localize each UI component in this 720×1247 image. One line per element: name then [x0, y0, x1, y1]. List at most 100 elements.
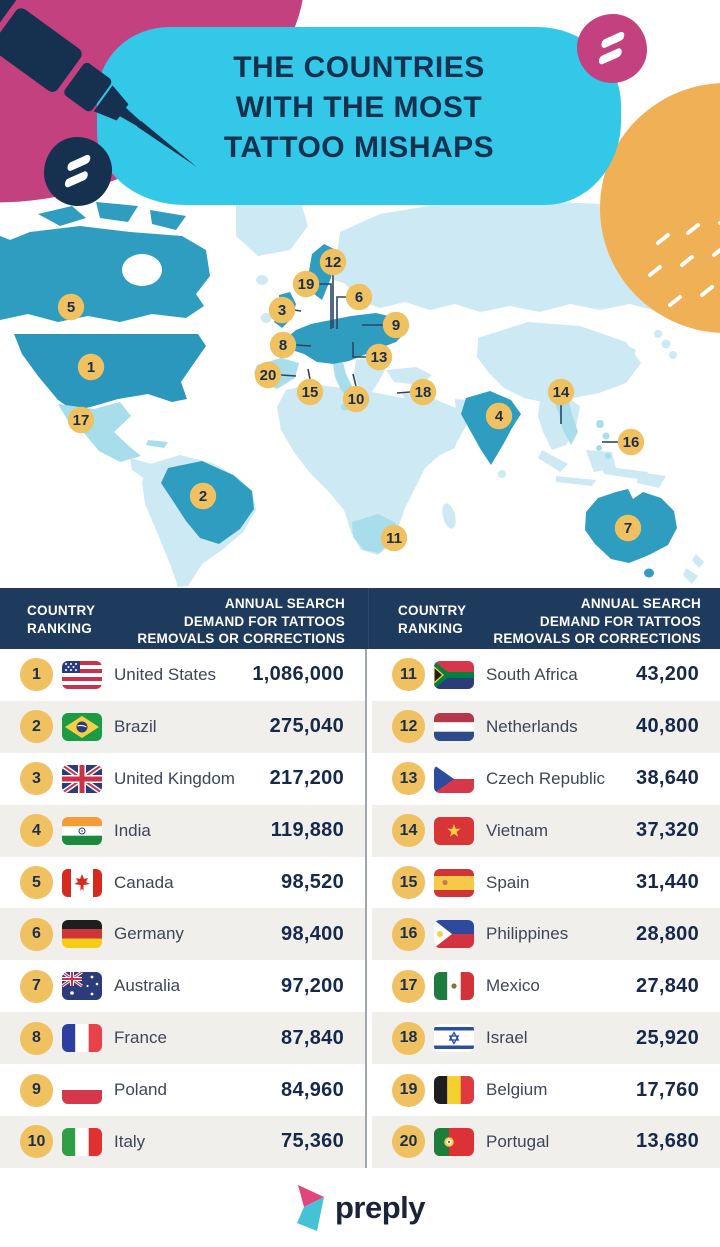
- flag-icon: [62, 660, 102, 689]
- map-marker-number: 4: [495, 408, 504, 425]
- table-row: 3 United Kingdom 217,200: [0, 753, 365, 805]
- rank-badge: 3: [20, 762, 53, 796]
- flag-icon: [62, 1127, 102, 1156]
- marker-connector: [295, 344, 312, 347]
- map-marker-number: 8: [279, 337, 287, 354]
- search-demand-value: 217,200: [269, 767, 344, 790]
- table-row: 10 Italy 75,360: [0, 1116, 365, 1168]
- ranking-column-left: 1 United States 1,086,000 2 Brazil 275,0…: [0, 649, 365, 1168]
- table-row: 11 South Africa 43,200: [372, 649, 720, 701]
- rank-badge: 4: [20, 814, 53, 848]
- map-marker-number: 20: [260, 367, 277, 384]
- country-label: Mexico: [486, 976, 540, 996]
- map-marker: [547, 378, 575, 406]
- footer: preply: [0, 1168, 720, 1247]
- map-marker: [77, 353, 105, 381]
- rank-badge: 8: [20, 1021, 53, 1055]
- search-demand-value: 27,840: [636, 974, 699, 997]
- map-marker-number: 17: [73, 412, 90, 429]
- table-header: COUNTRY RANKING ANNUAL SEARCH DEMAND FOR…: [0, 588, 720, 649]
- map-marker: [319, 248, 347, 276]
- rank-badge: 17: [392, 969, 425, 1003]
- flag-icon: [434, 1076, 474, 1105]
- map-marker: [254, 361, 282, 389]
- table-row: 9 Poland 84,960: [0, 1064, 365, 1116]
- preply-logo-icon: [296, 1184, 324, 1231]
- map-marker-number: 6: [355, 289, 363, 306]
- search-demand-value: 31,440: [636, 871, 699, 893]
- search-demand-value: 28,800: [636, 922, 699, 945]
- hash-icon: [56, 151, 99, 192]
- rank-badge: 11: [392, 658, 425, 692]
- marker-connector: [352, 373, 357, 387]
- search-demand-value: 17,760: [636, 1078, 699, 1101]
- brand-wordmark: preply: [334, 1189, 426, 1225]
- table-row: 16 Philippines 28,800: [372, 908, 720, 961]
- map-marker-number: 14: [553, 384, 570, 401]
- map-marker-number: 5: [67, 299, 75, 316]
- flag-icon: [434, 972, 474, 1001]
- rank-badge: 9: [20, 1073, 53, 1107]
- flag-icon: [62, 868, 102, 897]
- search-demand-value: 75,360: [281, 1130, 344, 1153]
- map-marker: [269, 331, 297, 359]
- rank-badge: 5: [20, 866, 53, 899]
- flag-icon: [434, 1127, 474, 1156]
- map-marker: [382, 311, 410, 339]
- map-marker: [189, 482, 217, 510]
- flag-icon: [62, 972, 102, 1001]
- table-row: 13 Czech Republic 38,640: [372, 753, 720, 805]
- flag-icon: [434, 816, 474, 845]
- map-marker: [614, 514, 642, 542]
- flag-icon: [62, 1024, 102, 1053]
- tattoo-machine-icon: [0, 0, 197, 167]
- ranking-header-left: COUNTRY RANKING: [27, 603, 96, 636]
- search-demand-value: 1,086,000: [252, 663, 344, 686]
- flag-icon: [434, 764, 474, 793]
- map-marker-number: 10: [348, 391, 365, 408]
- rank-badge: 12: [392, 710, 425, 744]
- map-marker: [409, 378, 437, 406]
- map-marker: [268, 296, 296, 324]
- map-marker: [380, 524, 408, 552]
- country-label: Australia: [114, 976, 181, 996]
- rank-badge: 19: [392, 1073, 425, 1107]
- demand-header-left: ANNUAL SEARCH DEMAND FOR TATTOOS REMOVAL…: [137, 596, 345, 647]
- ranking-header-right: COUNTRY RANKING: [398, 603, 467, 636]
- map-marker: [365, 343, 393, 371]
- ranking-column-right: 11 South Africa 43,200 12 Netherlands 40…: [372, 649, 720, 1168]
- flag-icon: [434, 868, 474, 897]
- title-line-2: WITH THE MOST: [235, 90, 483, 124]
- search-demand-value: 87,840: [281, 1026, 344, 1049]
- search-demand-value: 98,520: [281, 871, 344, 893]
- search-demand-value: 13,680: [636, 1130, 699, 1153]
- map-marker: [296, 378, 324, 406]
- rank-badge: 15: [392, 866, 425, 899]
- country-label: Spain: [486, 872, 530, 892]
- table-row: 20 Portugal 13,680: [372, 1116, 720, 1168]
- country-label: Israel: [486, 1028, 528, 1048]
- dash-pattern: [648, 220, 720, 307]
- country-label: Philippines: [486, 924, 569, 944]
- flag-icon: [434, 712, 474, 741]
- table-row: 8 France 87,840: [0, 1012, 365, 1065]
- flag-icon: [62, 712, 102, 741]
- map-marker: [485, 402, 513, 430]
- search-demand-value: 37,320: [636, 819, 699, 842]
- country-label: United States: [114, 664, 217, 684]
- pink-badge: [577, 14, 647, 83]
- rank-badge: 20: [392, 1125, 425, 1159]
- table-row: 17 Mexico 27,840: [372, 960, 720, 1012]
- flag-icon: [62, 920, 102, 949]
- search-demand-value: 43,200: [636, 663, 699, 686]
- table-row: 7 Australia 97,200: [0, 960, 365, 1012]
- country-label: South Africa: [486, 664, 578, 684]
- table-row: 15 Spain 31,440: [372, 857, 720, 909]
- rank-badge: 2: [20, 710, 53, 744]
- rank-badge: 13: [392, 762, 425, 796]
- country-label: Portugal: [486, 1131, 550, 1151]
- country-label: Czech Republic: [486, 768, 606, 788]
